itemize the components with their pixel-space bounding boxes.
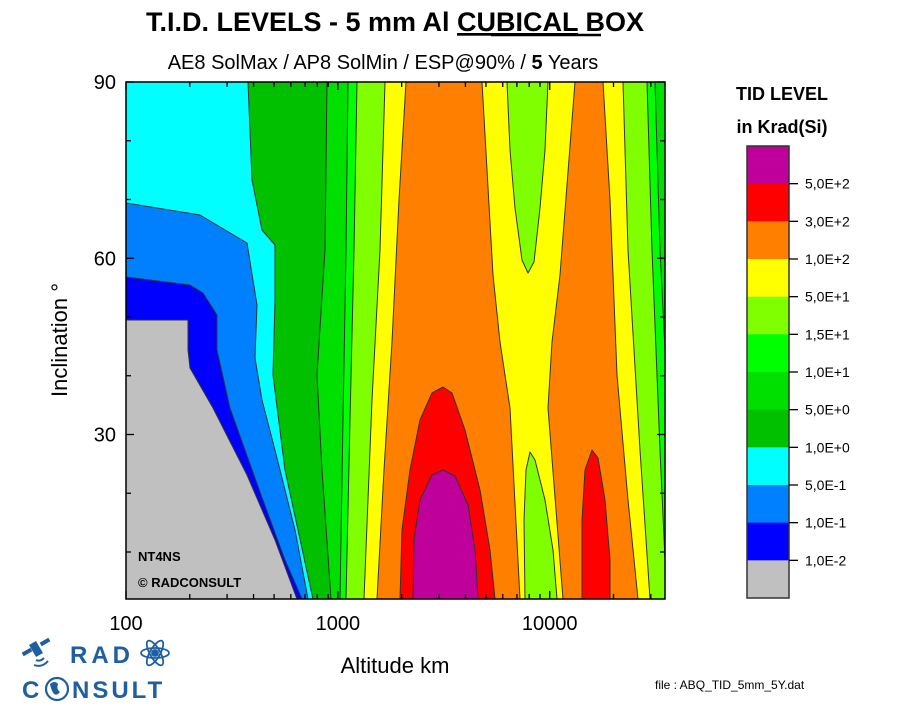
logo-letter-c: C	[22, 677, 39, 704]
region-below-0.01	[126, 319, 298, 599]
y-tick-label: 60	[94, 248, 116, 270]
x-tick-label: 10000	[522, 613, 578, 635]
legend-level-label: 1,0E+0	[805, 439, 850, 455]
x-axis-title: Altitude km	[341, 653, 450, 678]
legend-level-label: 5,0E-1	[805, 477, 846, 493]
legend-swatch	[747, 296, 789, 335]
region-300-500-secondary	[581, 449, 611, 599]
legend-title-line2: in Krad(Si)	[736, 117, 827, 137]
legend-level-label: 5,0E+0	[805, 402, 850, 418]
legend-swatch	[747, 409, 789, 448]
satellite-icon	[21, 637, 51, 667]
region-5-10-right	[654, 82, 665, 351]
region-50-100-middle	[481, 82, 576, 599]
color-legend: 5,0E+2 3,0E+2 1,0E+2 5,0E+1 1,5E+1 1,0E+1 5,0E…	[746, 145, 850, 599]
plot-frame	[125, 81, 666, 600]
axis-ticks: 100 1000 10000 30 60 90	[94, 72, 665, 635]
region-15-50-upper-island	[506, 82, 549, 274]
chart-title: T.I.D. LEVELS - 5 mm Al CUBICAL BOX	[146, 7, 644, 37]
legend-swatch	[747, 259, 789, 298]
contour-plot-area	[126, 82, 665, 599]
legend-swatch	[747, 560, 789, 599]
legend-level-label: 3,0E+2	[805, 213, 850, 229]
legend-level-label: 5,0E+1	[805, 289, 850, 305]
legend-level-label: 1,0E+2	[805, 251, 850, 267]
y-tick-label: 90	[94, 72, 116, 94]
legend-swatch	[747, 522, 789, 561]
legend-swatch	[747, 146, 789, 185]
legend-swatch	[747, 372, 789, 411]
legend-swatch	[747, 334, 789, 373]
radconsult-logo: RAD C NSULT	[21, 637, 170, 704]
atom-icon	[140, 639, 170, 667]
logo-word-rad: RAD	[70, 642, 134, 669]
legend-level-label: 1,0E-1	[805, 515, 846, 531]
legend-level-label: 5,0E+2	[805, 176, 850, 192]
x-tick-label: 1000	[316, 613, 361, 635]
region-above-500	[412, 469, 479, 599]
legend-swatch	[747, 221, 789, 260]
annotation-nt4ns: NT4NS	[138, 549, 181, 564]
legend-level-label: 1,5E+1	[805, 326, 850, 342]
legend-level-label: 1,0E+1	[805, 364, 850, 380]
file-label: file : ABQ_TID_5mm_5Y.dat	[655, 678, 805, 692]
annotation-copyright: © RADCONSULT	[138, 575, 241, 590]
y-tick-label: 30	[94, 425, 116, 447]
legend-title-line1: TID LEVEL	[736, 84, 828, 104]
y-axis-title: Inclination °	[47, 283, 72, 397]
legend-level-label: 1,0E-2	[805, 552, 846, 568]
x-tick-label: 100	[109, 613, 142, 635]
logo-word-nsult: NSULT	[72, 677, 165, 704]
legend-swatch	[747, 183, 789, 222]
globe-icon	[44, 676, 70, 702]
legend-swatch	[747, 447, 789, 486]
region-15-50-lower-island	[523, 451, 558, 599]
legend-swatch	[747, 485, 789, 524]
chart-subtitle: AE8 SolMax / AP8 SolMin / ESP@90% / 5 Ye…	[168, 52, 599, 74]
